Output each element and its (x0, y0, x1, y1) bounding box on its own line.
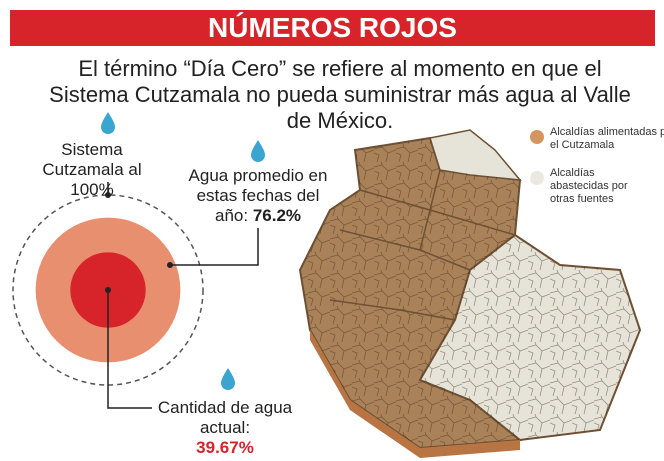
legend-entry: Alcaldías alimentadas por el Cutzamala (550, 126, 664, 151)
label: Cantidad de agua actual: (157, 398, 293, 437)
value: 100% (70, 180, 114, 199)
label: Sistema Cutzamala al (42, 140, 142, 179)
legend-entry: Alcaldías abastecidas por otras fuentes (550, 167, 628, 205)
dots (105, 192, 173, 293)
drops (101, 112, 544, 390)
label: Agua promedio en estas fechas del año: (188, 166, 328, 225)
title: NÚMEROS ROJOS (10, 10, 655, 46)
intro: El término “Día Cero” se refiere al mome… (49, 56, 631, 133)
map (298, 129, 642, 458)
label-full: Sistema Cutzamala al 100% (22, 140, 162, 200)
value: 39.67% (196, 438, 254, 457)
label-current: Cantidad de agua actual: 39.67% (150, 398, 300, 458)
label-average: Agua promedio en estas fechas del año: 7… (180, 166, 336, 226)
legend-swatch (530, 171, 544, 185)
legend-swatch (530, 130, 544, 144)
value: 76.2% (252, 206, 302, 225)
